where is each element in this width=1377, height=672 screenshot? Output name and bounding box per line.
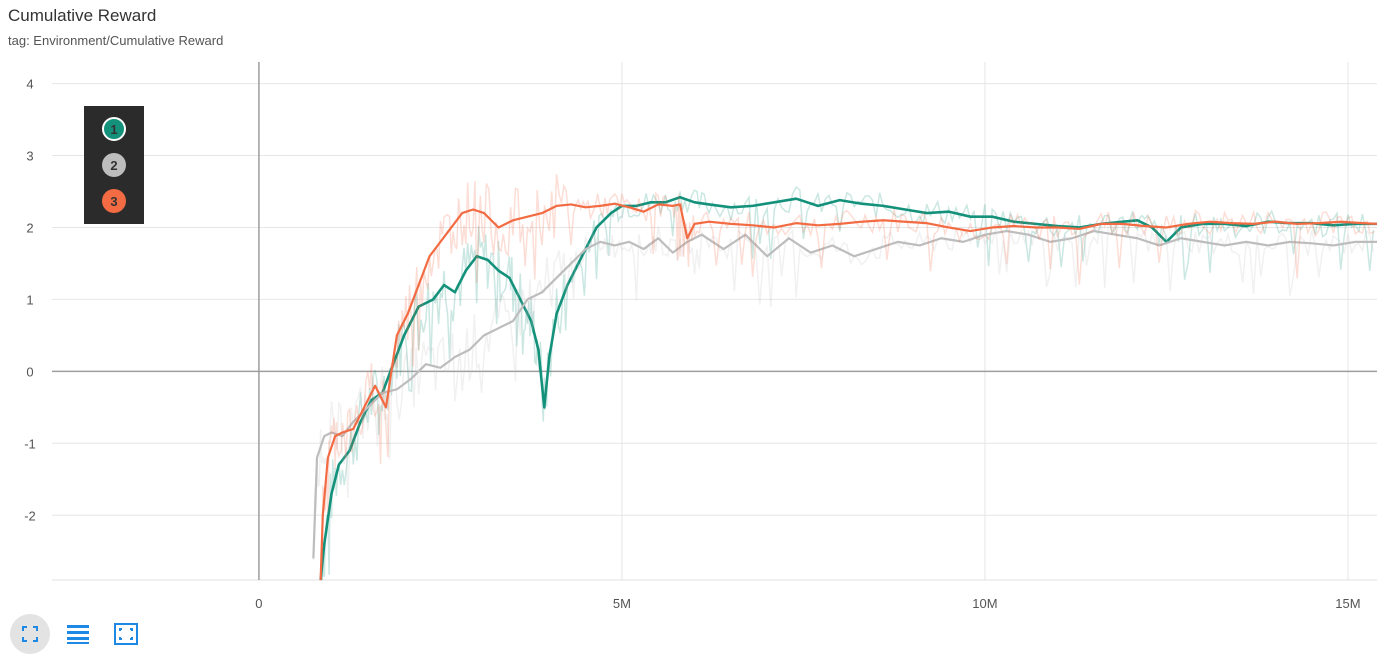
reward-chart[interactable]: -2 -1 0 1 2 3 4 0 5M 10M 15M <box>0 0 1377 610</box>
list-icon <box>67 625 89 644</box>
chart-subtitle: tag: Environment/Cumulative Reward <box>8 33 224 48</box>
fit-domain-icon <box>114 623 138 645</box>
y-tick-label: 1 <box>26 292 33 307</box>
x-tick-label: 0 <box>255 596 262 610</box>
y-tick-label: 3 <box>26 149 33 164</box>
y-tick-label: -2 <box>24 508 36 523</box>
grid <box>52 62 1377 580</box>
legend-label-2: 2 <box>110 157 118 173</box>
series-lines <box>312 174 1377 581</box>
series-3-raw <box>320 174 1375 581</box>
series-1-raw <box>320 185 1375 581</box>
legend-run-1[interactable]: 1 <box>102 117 126 141</box>
y-tick-label: 2 <box>26 220 33 235</box>
x-tick-label: 15M <box>1335 596 1360 610</box>
series-2-line <box>312 229 1377 559</box>
legend-run-2[interactable]: 2 <box>102 153 126 177</box>
series-3-line <box>319 202 1377 581</box>
expand-button[interactable] <box>10 614 50 654</box>
y-tick-label: 0 <box>26 364 33 379</box>
toggle-data-table-button[interactable] <box>58 614 98 654</box>
legend-label-3: 3 <box>110 193 118 209</box>
y-tick-label: 4 <box>26 77 33 92</box>
tick-labels: -2 -1 0 1 2 3 4 0 5M 10M 15M <box>24 77 1360 610</box>
x-tick-label: 5M <box>613 596 631 610</box>
fit-domain-button[interactable] <box>106 614 146 654</box>
x-tick-label: 10M <box>972 596 997 610</box>
axes <box>52 62 1377 581</box>
y-tick-label: -1 <box>24 436 36 451</box>
expand-icon <box>22 626 38 642</box>
legend-label-1: 1 <box>110 121 118 137</box>
legend-run-3[interactable]: 3 <box>102 189 126 213</box>
run-legend: 1 2 3 <box>84 106 144 224</box>
series-2-raw <box>312 219 1375 560</box>
chart-toolbar <box>10 614 146 654</box>
series-1-line <box>319 195 1377 581</box>
chart-title: Cumulative Reward <box>8 6 157 25</box>
